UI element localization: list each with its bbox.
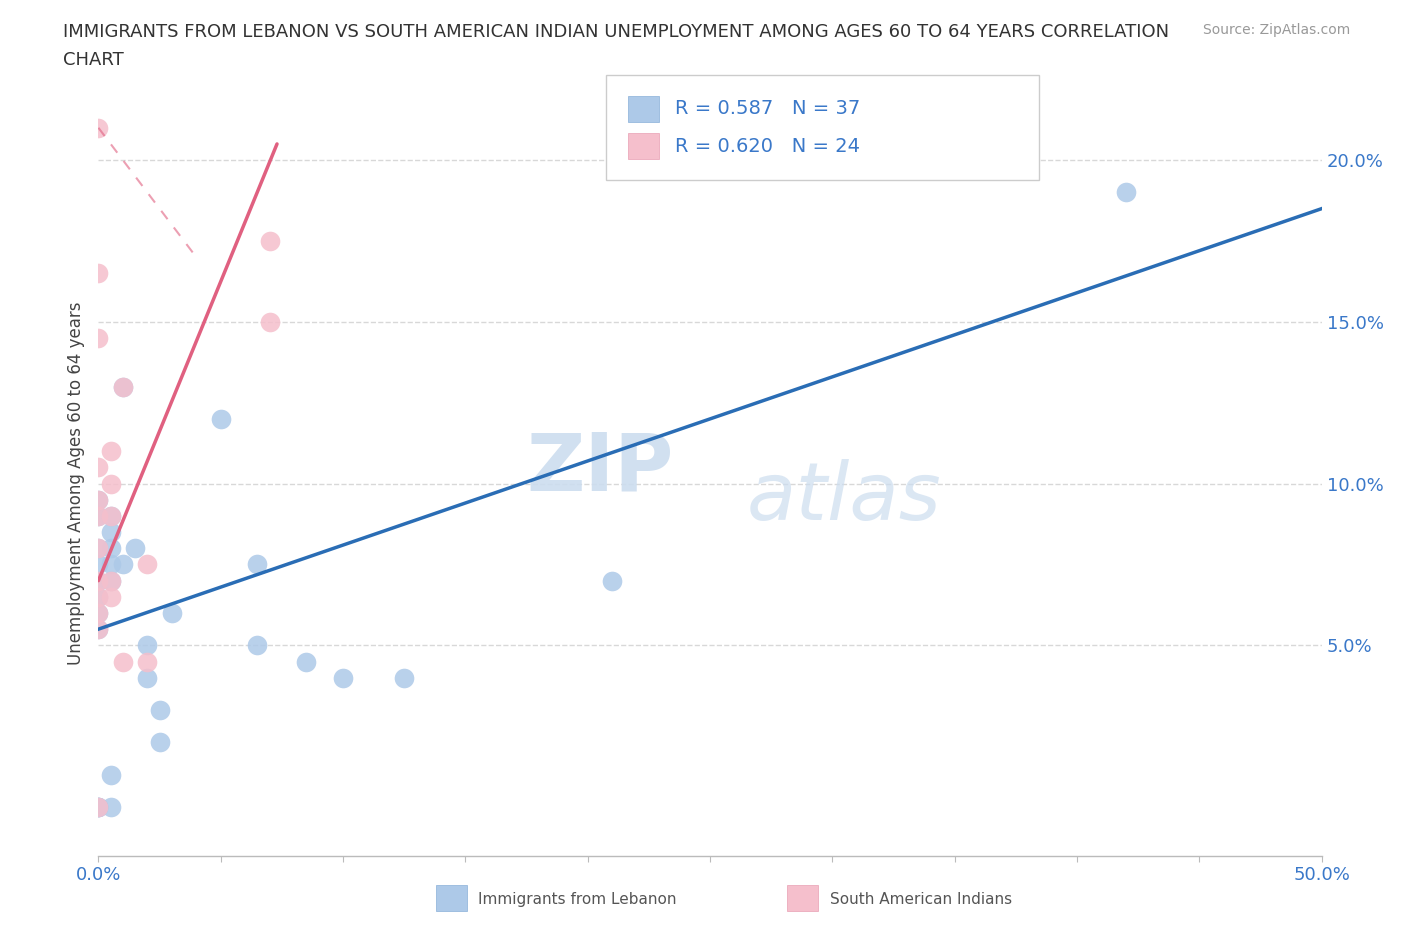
Point <box>100 800 122 815</box>
Point <box>160 605 183 620</box>
Point <box>87 509 110 524</box>
Point <box>100 509 122 524</box>
Point <box>111 557 134 572</box>
Point <box>87 573 110 588</box>
Point <box>295 654 318 669</box>
Text: R = 0.620   N = 24: R = 0.620 N = 24 <box>675 137 860 155</box>
Point <box>87 557 110 572</box>
Point <box>87 800 110 815</box>
Point <box>100 573 122 588</box>
Text: R = 0.587   N = 37: R = 0.587 N = 37 <box>675 100 860 118</box>
Point <box>87 120 110 135</box>
Point <box>87 605 110 620</box>
Text: ZIP: ZIP <box>526 430 673 508</box>
Point <box>87 573 110 588</box>
Point <box>87 800 110 815</box>
Text: IMMIGRANTS FROM LEBANON VS SOUTH AMERICAN INDIAN UNEMPLOYMENT AMONG AGES 60 TO 6: IMMIGRANTS FROM LEBANON VS SOUTH AMERICA… <box>63 23 1170 41</box>
Point <box>392 671 416 685</box>
Point <box>87 460 110 475</box>
Point <box>87 605 110 620</box>
Text: Immigrants from Lebanon: Immigrants from Lebanon <box>478 892 676 907</box>
Point <box>87 266 110 281</box>
Point <box>87 509 110 524</box>
Point <box>100 573 122 588</box>
Point <box>149 735 172 750</box>
Point <box>136 654 159 669</box>
Point <box>100 590 122 604</box>
Point <box>100 557 122 572</box>
Point <box>87 622 110 637</box>
Point <box>100 476 122 491</box>
Point <box>87 590 110 604</box>
Text: Source: ZipAtlas.com: Source: ZipAtlas.com <box>1202 23 1350 37</box>
Text: South American Indians: South American Indians <box>830 892 1012 907</box>
Point <box>87 622 110 637</box>
Point <box>209 411 232 426</box>
Point <box>332 671 354 685</box>
Point <box>111 379 134 394</box>
Point <box>87 800 110 815</box>
Point <box>100 509 122 524</box>
Point <box>259 314 281 329</box>
Point <box>87 541 110 556</box>
Point <box>124 541 146 556</box>
Point <box>87 800 110 815</box>
Point <box>111 379 134 394</box>
Point <box>111 654 134 669</box>
Point <box>100 525 122 539</box>
Text: CHART: CHART <box>63 51 124 69</box>
Point <box>136 557 159 572</box>
Point <box>100 541 122 556</box>
Y-axis label: Unemployment Among Ages 60 to 64 years: Unemployment Among Ages 60 to 64 years <box>66 302 84 665</box>
Point <box>259 233 281 248</box>
Point <box>87 330 110 345</box>
Point <box>87 541 110 556</box>
Point <box>136 671 159 685</box>
Point <box>1115 185 1137 200</box>
Point <box>246 557 269 572</box>
Point <box>87 590 110 604</box>
Text: atlas: atlas <box>747 459 942 538</box>
Point <box>87 492 110 507</box>
Point <box>100 767 122 782</box>
Point <box>136 638 159 653</box>
Point <box>87 492 110 507</box>
Point <box>149 702 172 717</box>
Point <box>100 444 122 458</box>
Point <box>246 638 269 653</box>
Point <box>600 573 623 588</box>
